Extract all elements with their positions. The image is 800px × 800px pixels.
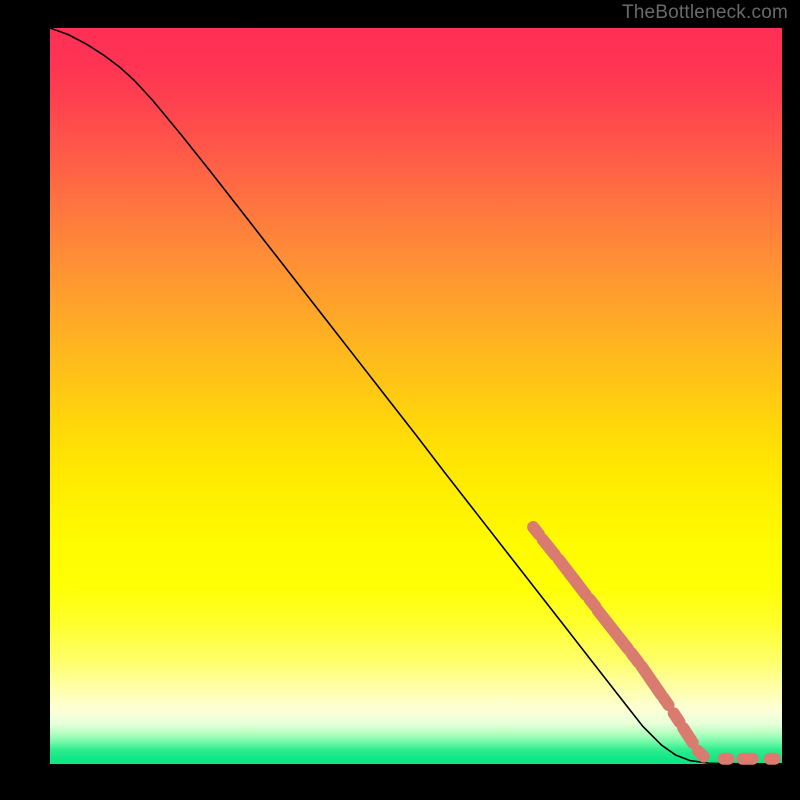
bottleneck-curve: [50, 28, 782, 764]
highlight-markers: [533, 527, 775, 759]
highlight-dash: [631, 653, 638, 663]
highlight-dash: [598, 610, 629, 649]
highlight-dash: [663, 698, 668, 705]
highlight-dash: [533, 527, 539, 534]
highlight-dash: [674, 713, 680, 722]
highlight-dash: [698, 751, 704, 757]
chart-svg: [0, 0, 800, 800]
highlight-dash: [543, 540, 555, 555]
chart-frame: TheBottleneck.com: [0, 0, 800, 800]
highlight-dash: [559, 559, 586, 594]
highlight-dash: [641, 666, 661, 695]
highlight-dash: [683, 728, 693, 743]
